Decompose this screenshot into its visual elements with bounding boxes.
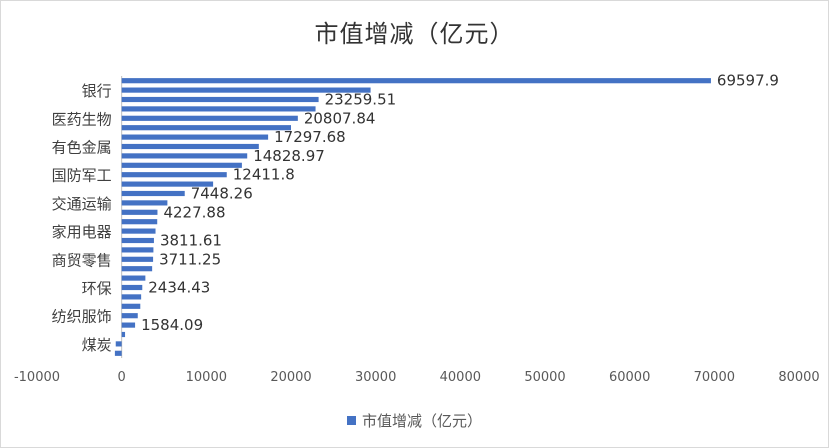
y-tick-label: 医药生物 [52,110,112,128]
bar [121,153,248,159]
bar-data-label: 7448.26 [191,185,253,203]
bar [121,200,168,206]
bar-data-label: 17297.68 [274,128,346,146]
bar [121,190,185,197]
y-tick-label: 纺织服饰 [52,308,112,326]
bar [121,78,711,84]
y-tick-label: 国防军工 [52,167,112,185]
bar-data-label: 1584.09 [141,316,203,334]
bar [121,106,316,112]
bar [121,143,259,150]
bar-data-label: 4227.88 [163,203,225,221]
bar [121,284,143,291]
legend-label: 市值增减（亿元） [361,412,482,430]
bar [121,219,158,225]
y-tick-label: 有色金属 [52,139,112,157]
bar-data-label: 2434.43 [148,279,210,297]
bar [121,237,154,244]
bar [121,134,269,140]
bar [121,294,142,300]
x-tick-label: 30000 [355,370,396,385]
x-tick-label: 20000 [270,370,311,385]
bar [121,181,214,187]
y-tick-label: 环保 [82,280,112,298]
x-tick-label: 0 [118,370,126,385]
bar [121,322,136,328]
bar [121,209,158,215]
bar [114,350,122,356]
x-tick-label: 40000 [440,370,481,385]
y-tick-label: 家用电器 [52,223,112,241]
bar [121,96,319,103]
bar [115,341,122,347]
bar [121,275,146,281]
bar [121,331,126,338]
bar [121,228,156,234]
y-tick-label: 交通运输 [52,195,112,213]
x-tick-label: 70000 [694,370,735,385]
chart-legend: 市值增减（亿元） [0,410,829,431]
x-tick-label: 10000 [186,370,227,385]
bar [121,313,138,319]
bar-data-label: 3811.61 [160,232,222,250]
bar-data-label: 69597.9 [717,72,779,90]
bar [121,303,141,309]
bar [121,125,292,131]
y-tick-label: 银行 [82,82,112,100]
chart-title: 市值增减（亿元） [314,20,515,48]
y-tick-label: 煤炭 [82,336,112,354]
bar-data-label: 20807.84 [304,109,376,127]
bar [121,256,154,262]
bar [121,87,371,93]
bar-data-label: 14828.97 [253,147,325,165]
x-tick-label: -10000 [14,370,60,385]
bar-data-label: 3711.25 [159,250,221,268]
bar [121,115,298,121]
bar [121,172,227,178]
y-tick-label: 商贸零售 [52,251,112,269]
x-tick-label: 60000 [609,370,650,385]
bar [121,247,154,253]
bar [121,162,242,168]
bar-data-label: 23259.51 [325,91,397,109]
x-tick-label: 50000 [524,370,565,385]
x-tick-label: 80000 [778,370,819,385]
bar [121,266,153,272]
bar-data-label: 12411.8 [233,166,295,184]
legend-swatch [346,416,356,425]
